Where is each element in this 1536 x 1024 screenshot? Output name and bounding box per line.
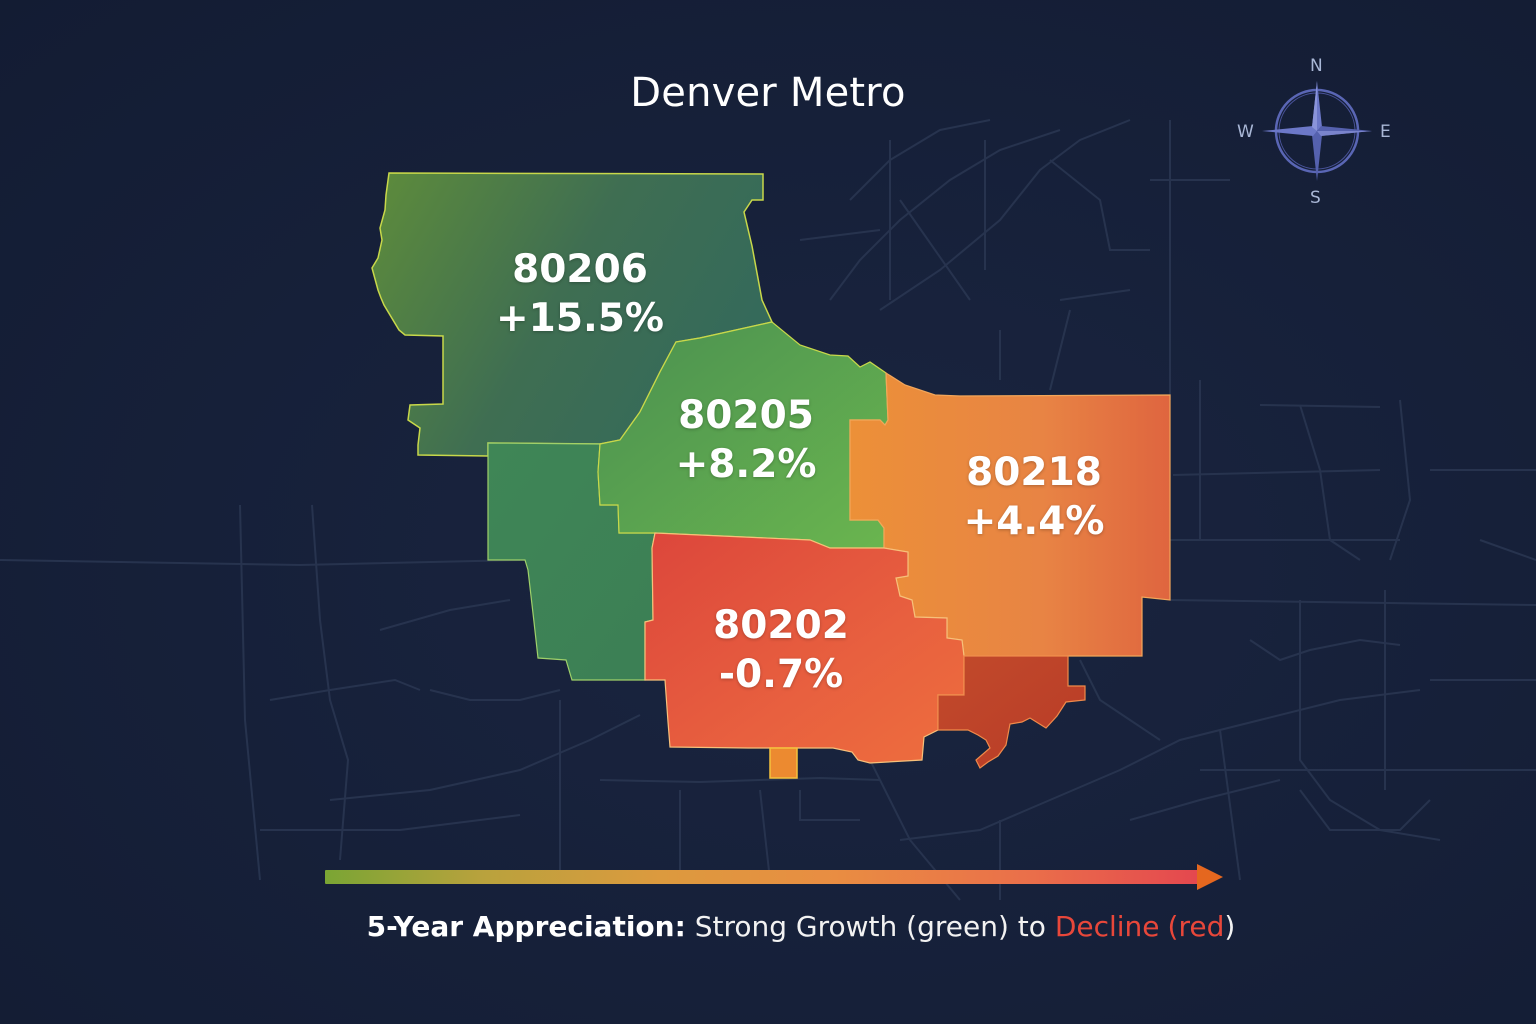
region-label-80206: 80206 +15.5% [480,246,680,344]
legend-red-text: red [1178,910,1225,943]
legend-gradient-bar [325,870,1205,884]
zip-code: 80218 [966,450,1102,495]
compass: N S E W [1237,52,1400,212]
legend-arrow-icon [1197,864,1223,890]
region-label-80202: 80202 -0.7% [681,602,881,700]
zip-code: 80205 [678,393,814,438]
map-title: Denver Metro [630,70,906,116]
appreciation-value: -0.7% [718,651,844,697]
legend-paren-open: ( [1167,910,1179,943]
compass-east-label: E [1380,122,1391,142]
appreciation-value: +15.5% [496,295,664,341]
legend-caption: 5-Year Appreciation: Strong Growth (gree… [0,910,1536,943]
region-southeast-dark[interactable] [937,655,1086,769]
zip-code: 80202 [713,603,849,648]
compass-south-label: S [1310,188,1321,208]
region-south-small-square[interactable] [769,747,798,779]
region-80206[interactable] [371,172,774,457]
legend-decline-text: Decline [1054,910,1160,943]
region-label-80205: 80205 +8.2% [646,392,846,490]
appreciation-value: +4.4% [963,498,1105,544]
zip-code: 80206 [512,247,648,292]
compass-north-label: N [1310,56,1323,76]
compass-rose-icon [1262,81,1372,181]
compass-west-label: W [1237,122,1254,142]
legend-growth-text: Strong Growth (green) to [694,910,1046,943]
legend-metric-label: 5-Year Appreciation: [366,910,686,943]
appreciation-value: +8.2% [675,441,817,487]
region-label-80218: 80218 +4.4% [934,449,1134,547]
legend-paren-close: ) [1224,910,1236,943]
street-network [0,119,1536,901]
